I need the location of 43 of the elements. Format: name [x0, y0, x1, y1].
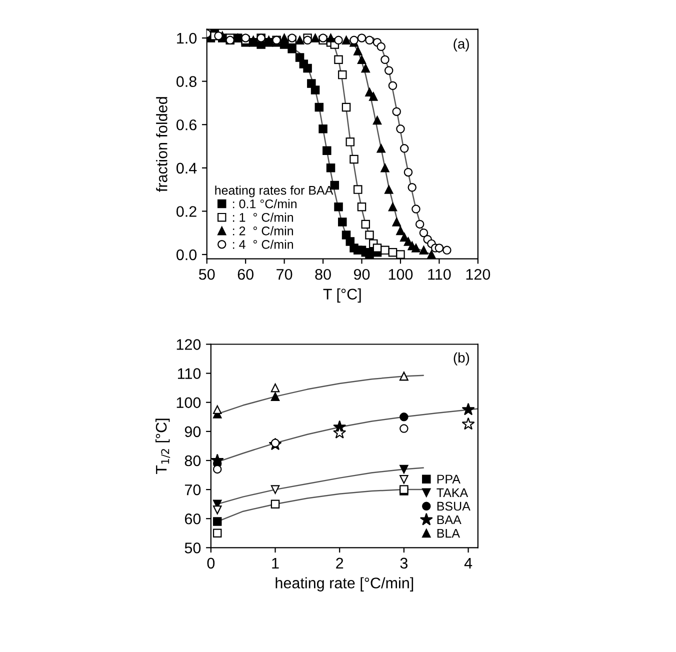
y-tick-label: 60	[184, 513, 201, 524]
y-axis-title: T$_{1/2}$ [°C]	[155, 418, 170, 474]
y-tick-label: 50	[184, 542, 201, 554]
y-tick-label: 100	[176, 397, 201, 408]
legend-label: : 0.1 °C/min	[232, 199, 296, 208]
x-tick-label: 2	[336, 558, 344, 568]
legend-label: BAA	[437, 515, 462, 524]
y-tick-label: 0.6	[176, 119, 196, 130]
x-tick-label: 100	[388, 268, 413, 280]
x-tick-label: 60	[238, 268, 254, 280]
y-tick-label: 0.0	[176, 249, 197, 260]
legend-label: PPA	[437, 474, 460, 484]
y-tick-label: 110	[178, 368, 201, 380]
y-tick-label: 0.4	[176, 162, 197, 174]
y-tick-label: 80	[184, 455, 201, 466]
y-tick-label: 120	[176, 339, 201, 350]
y-tick-label: 70	[184, 484, 201, 496]
x-tick-label: 4	[464, 558, 472, 568]
legend-label: : 4 ° C/min	[232, 240, 293, 249]
x-tick-label: 0	[207, 558, 215, 569]
x-tick-label: 70	[276, 268, 292, 280]
y-axis-title: fraction folded	[156, 97, 168, 192]
annotation: (a)	[454, 38, 469, 52]
x-tick-label: 80	[315, 268, 331, 280]
x-tick-label: 3	[400, 558, 408, 569]
x-axis-title: T [°C]	[323, 288, 361, 303]
legend-label: TAKA	[436, 488, 468, 498]
legend-label: BSUA	[437, 502, 470, 511]
legend-label: : 2 ° C/min	[232, 226, 293, 236]
x-tick-label: 120	[466, 268, 490, 280]
x-axis-title: heating rate [°C/min]	[276, 577, 414, 592]
y-tick-label: 0.2	[176, 206, 196, 217]
x-tick-label: 1	[272, 558, 279, 568]
y-tick-label: 0.8	[176, 76, 196, 87]
y-tick-label: 1.0	[177, 32, 197, 44]
x-tick-label: 110	[428, 268, 451, 280]
legend-title: heating rates for BAA	[215, 186, 334, 198]
y-tick-label: 90	[184, 426, 201, 438]
annotation: (b)	[454, 352, 470, 366]
legend-label: BLA	[437, 528, 460, 538]
x-tick-label: 50	[198, 268, 215, 280]
legend-label: : 1 ° C/min	[232, 212, 293, 222]
x-tick-label: 90	[354, 268, 370, 280]
